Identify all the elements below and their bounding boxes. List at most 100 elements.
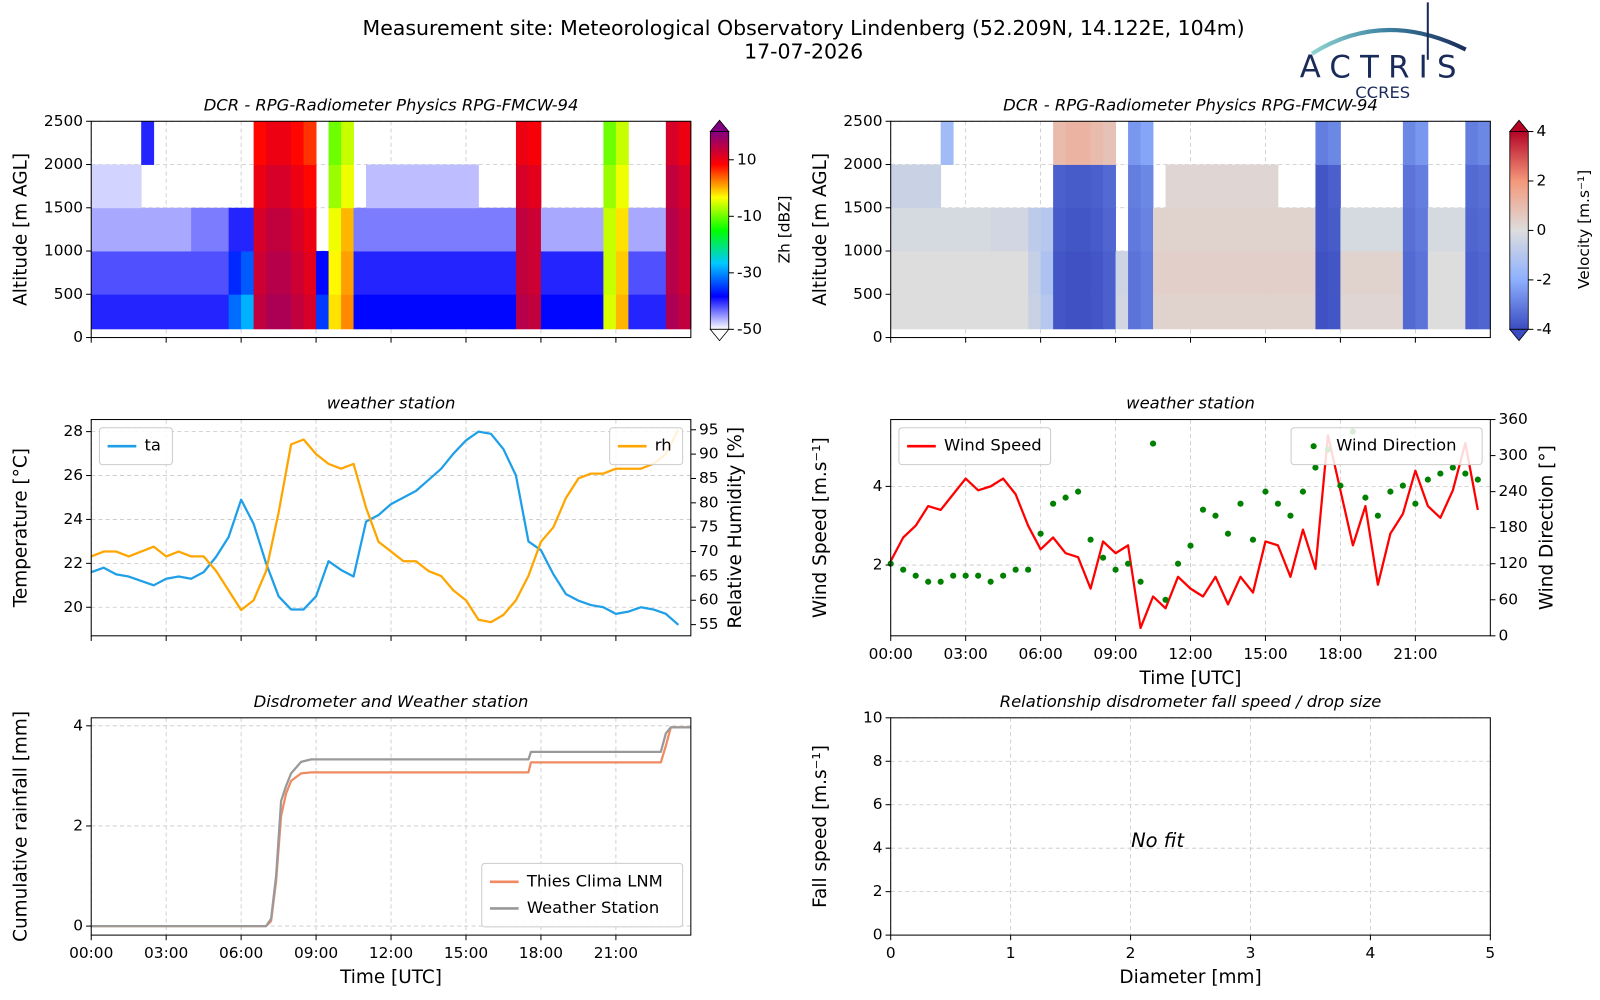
heatmap-cell — [1078, 164, 1091, 209]
heatmap-cell — [316, 294, 329, 330]
y2-tick-label: 240 — [1499, 482, 1528, 500]
plot-frame — [890, 120, 1491, 339]
page-title: Measurement site: Meteorological Observa… — [363, 16, 1245, 40]
colorbar-tick-label: -4 — [1536, 320, 1551, 338]
panel-title: Disdrometer and Weather station — [254, 692, 529, 711]
panel: 0 500 1000 1500 2000 2500 DCR - RPG-Radiometer… — [11, 95, 794, 346]
logo-subtitle: CCRES — [1355, 83, 1410, 102]
heatmap-cell — [615, 164, 629, 209]
heatmap-cell — [1090, 164, 1104, 209]
scatter-point — [1224, 530, 1232, 537]
heatmap-cell — [191, 207, 205, 252]
x-tick-label: 00:00 — [69, 944, 113, 962]
heatmap-cell — [903, 294, 917, 330]
y-tick-label: 0 — [873, 328, 883, 346]
x-tick-label: 03:00 — [144, 944, 188, 962]
heatmap-cell — [515, 294, 529, 330]
scatter-point — [1137, 578, 1144, 585]
heatmap-cell — [1090, 294, 1104, 330]
y2-tick-label: 55 — [699, 615, 719, 633]
heatmap-cell — [1178, 294, 1191, 330]
scatter-point — [1249, 536, 1257, 543]
heatmap-cell — [328, 164, 342, 209]
heatmap-cell — [141, 294, 155, 330]
heatmap-cell — [1178, 164, 1191, 209]
heatmap-cell — [515, 251, 529, 295]
heatmap-cell — [1402, 121, 1416, 165]
heatmap-cell — [490, 207, 504, 252]
heatmap-cell — [1352, 294, 1366, 330]
heatmap-cell — [1103, 294, 1116, 330]
heatmap-cell — [291, 251, 304, 295]
heatmap-cell — [1277, 207, 1291, 252]
y2-tick-label: 65 — [699, 566, 719, 584]
heatmap-cell — [1015, 294, 1029, 330]
y2-tick-label: 85 — [699, 469, 719, 487]
heatmap-cell — [391, 294, 404, 330]
legend-box — [481, 862, 684, 928]
heatmap-cell — [990, 251, 1004, 295]
heatmap-cell — [378, 164, 392, 209]
heatmap-cell — [1028, 251, 1042, 295]
heatmap-cell — [978, 294, 992, 330]
heatmap-cell — [1402, 207, 1416, 252]
heatmap-cell — [1477, 294, 1491, 330]
x-tick-label: 00:00 — [869, 645, 913, 663]
heatmap-cell — [1315, 207, 1329, 252]
heatmap-cell — [216, 251, 230, 295]
heatmap-cell — [915, 164, 929, 209]
x-tick-label: 5 — [1485, 944, 1495, 962]
panel-title: DCR - RPG-Radiometer Physics RPG-FMCW-94 — [204, 95, 579, 114]
scatter-point — [1025, 566, 1032, 573]
y2-tick-label: 0 — [1499, 626, 1509, 644]
heatmap-cell — [965, 251, 979, 295]
heatmap-cell — [553, 251, 567, 295]
heatmap-cell — [1028, 207, 1042, 252]
panel-title: Relationship disdrometer fall speed / dr… — [1000, 692, 1382, 711]
heatmap-cell — [553, 294, 567, 330]
scatter-point — [1124, 560, 1132, 567]
y-tick-label: 2500 — [843, 112, 882, 130]
scatter-point — [987, 578, 994, 585]
heatmap-cell — [1153, 294, 1166, 330]
heatmap-cell — [1040, 251, 1054, 295]
y-tick-label: 4 — [873, 839, 883, 857]
heatmap-cell — [278, 121, 292, 165]
x-tick-label: 09:00 — [1093, 645, 1137, 663]
heatmap-cell — [1028, 294, 1042, 330]
heatmap-cell — [578, 251, 592, 295]
plot-frame — [90, 419, 692, 637]
heatmap-cell — [1427, 251, 1441, 295]
heatmap-cell — [653, 294, 667, 330]
heatmap-cell — [978, 251, 992, 295]
heatmap-cell — [515, 121, 529, 165]
heatmap-cell — [1465, 121, 1479, 165]
heatmap-cell — [628, 251, 642, 295]
heatmap-cell — [903, 164, 917, 209]
x-tick-label: 09:00 — [294, 944, 338, 962]
heatmap-cell — [590, 251, 604, 295]
x-tick-label: 3 — [1246, 944, 1256, 962]
legend: ta — [98, 427, 173, 466]
heatmap-cell — [978, 207, 992, 252]
heatmap-cell — [590, 207, 604, 252]
heatmap-cell — [366, 251, 379, 295]
scatter-point — [1412, 500, 1419, 507]
heatmap-cell — [565, 207, 579, 252]
heatmap-cell — [1065, 251, 1079, 295]
heatmap-cell — [341, 207, 354, 252]
heatmap-cell — [915, 251, 929, 295]
heatmap-cell — [266, 294, 280, 330]
heatmap-cell — [503, 294, 517, 330]
heatmap-cell — [141, 207, 155, 252]
heatmap-cell — [1040, 294, 1054, 330]
heatmap-cell — [1390, 294, 1404, 330]
heatmap-cell — [1015, 251, 1029, 295]
y2-tick-label: 60 — [1499, 590, 1519, 608]
heatmap-cell — [1040, 207, 1054, 252]
heatmap-cell — [278, 251, 292, 295]
heatmap-cell — [166, 207, 180, 252]
scatter-point — [1174, 560, 1182, 567]
y-axis-label: Temperature [°C] — [11, 448, 32, 608]
heatmap-cell — [303, 121, 317, 165]
